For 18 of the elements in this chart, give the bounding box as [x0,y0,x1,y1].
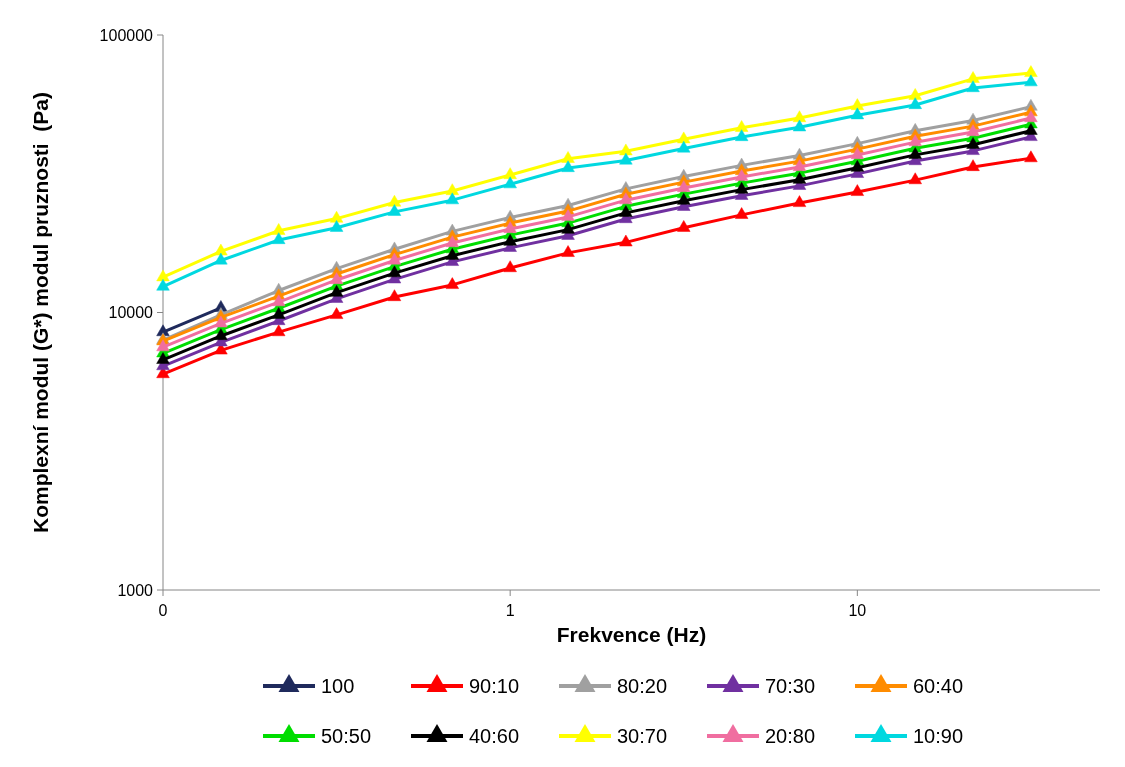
legend-label: 90:10 [469,675,520,697]
y-tick-label: 10000 [108,304,154,322]
legend-label: 10:90 [913,725,964,747]
legend-label: 70:30 [765,675,816,697]
legend-label: 20:80 [765,725,816,747]
legend-label: 60:40 [913,675,964,697]
x-tick-label: 10 [848,602,867,619]
legend-label: 80:20 [617,675,668,697]
y-tick-label: 100000 [99,26,154,44]
legend-label: 100 [321,675,355,697]
x-tick-label: 1 [505,602,515,619]
y-tick-label: 1000 [117,581,154,599]
x-axis-title: Frekvence (Hz) [556,623,707,646]
legend-label: 40:60 [469,725,520,747]
legend-label: 50:50 [321,725,372,747]
x-tick-label: 0 [158,602,168,619]
y-axis-title: Komplexní modul (G*) modul pruznosti (Pa) [29,92,52,533]
legend-label: 30:70 [617,725,668,747]
